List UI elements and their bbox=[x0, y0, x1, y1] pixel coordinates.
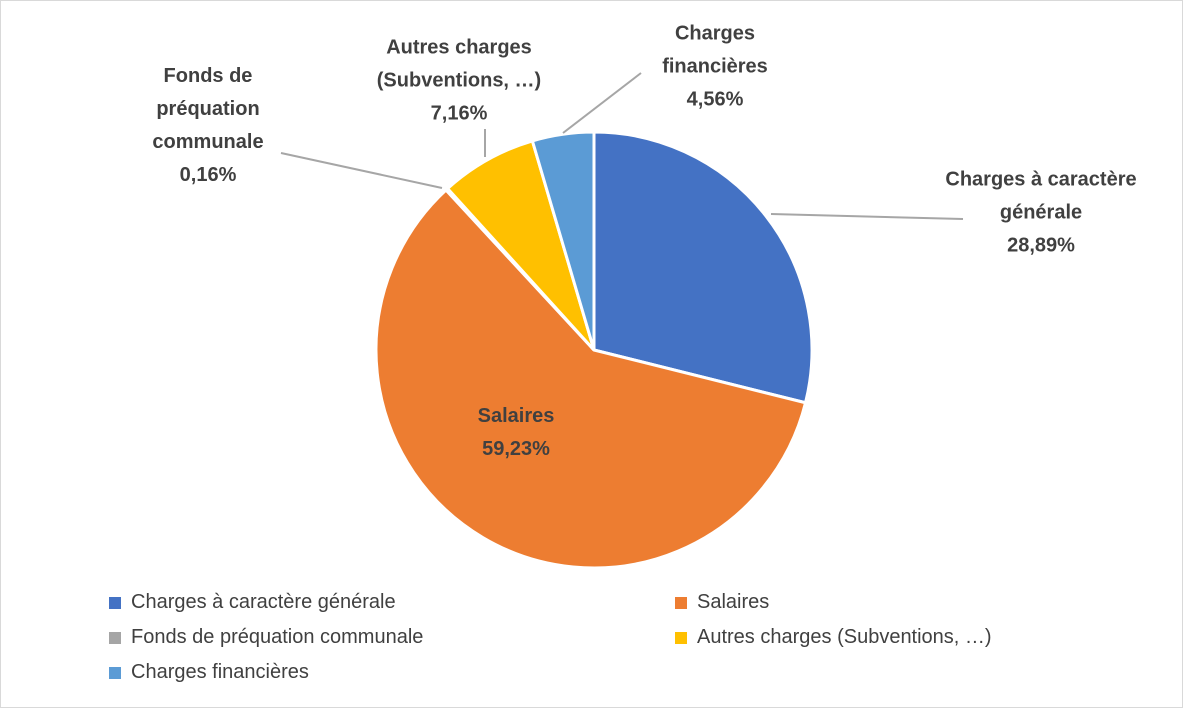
data-label: Autres charges (Subventions, …) 7,16% bbox=[349, 32, 569, 131]
label-value: 59,23% bbox=[482, 438, 550, 460]
label-category: Charges à caractère générale bbox=[945, 168, 1137, 224]
label-category: Fonds de préquation communale bbox=[152, 65, 264, 153]
label-value: 4,56% bbox=[686, 88, 744, 111]
label-category: Charges financières bbox=[662, 22, 768, 78]
legend-swatch bbox=[109, 596, 121, 609]
data-label: Charges financières 4,56% bbox=[640, 18, 790, 117]
pie-slice bbox=[530, 130, 596, 351]
legend-swatch bbox=[109, 666, 121, 679]
label-value: 7,16% bbox=[430, 102, 488, 125]
data-label: Salaires 59,23% bbox=[446, 400, 586, 466]
label-category: Autres charges (Subventions, …) bbox=[376, 36, 542, 92]
legend-item: Salaires bbox=[675, 591, 769, 614]
legend-swatch bbox=[675, 596, 687, 609]
legend-item: Fonds de préquation communale bbox=[109, 626, 423, 649]
legend-label: Autres charges (Subventions, …) bbox=[697, 626, 992, 648]
legend-label: Salaires bbox=[697, 591, 770, 613]
leader-line bbox=[280, 152, 443, 189]
legend-label: Charges à caractère générale bbox=[131, 591, 396, 613]
leader-line bbox=[770, 213, 964, 220]
data-label: Fonds de préquation communale 0,16% bbox=[128, 60, 288, 192]
legend-item: Charges à caractère générale bbox=[109, 591, 396, 614]
legend-label: Charges financières bbox=[131, 661, 309, 683]
pie-slice bbox=[592, 130, 814, 405]
legend-item: Charges financières bbox=[109, 661, 309, 684]
label-category: Salaires bbox=[477, 405, 555, 427]
legend-swatch bbox=[109, 631, 121, 644]
legend-item: Autres charges (Subventions, …) bbox=[675, 626, 992, 649]
data-label: Charges à caractère générale 28,89% bbox=[926, 164, 1156, 263]
pie-slice bbox=[374, 187, 808, 570]
legend-swatch bbox=[675, 631, 687, 644]
label-value: 0,16% bbox=[179, 164, 237, 186]
legend-label: Fonds de préquation communale bbox=[131, 626, 424, 648]
leader-line bbox=[562, 72, 642, 134]
label-value: 28,89% bbox=[1007, 234, 1075, 257]
